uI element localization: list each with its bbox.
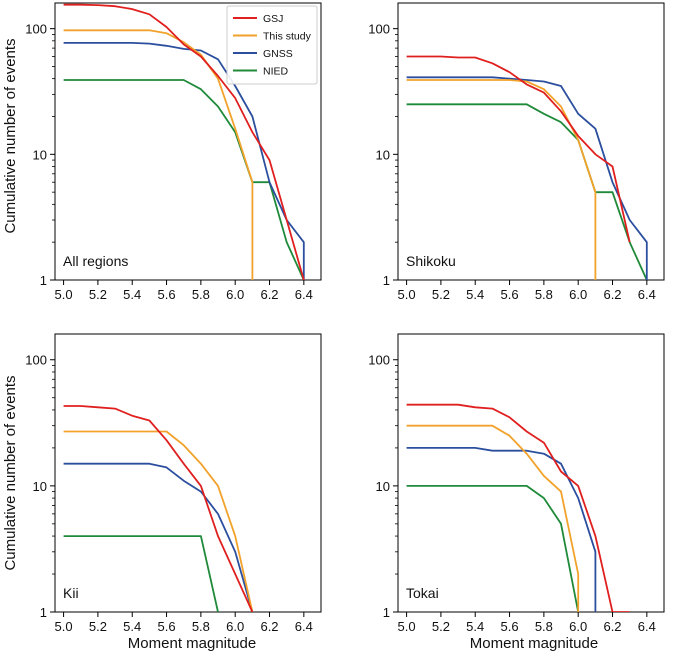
x-tick-label: 6.0 bbox=[226, 619, 244, 634]
x-tick-label: 5.8 bbox=[192, 619, 210, 634]
series-line-this-study bbox=[63, 430, 254, 612]
x-tick-label: 5.8 bbox=[535, 619, 553, 634]
y-tick-label: 100 bbox=[368, 22, 390, 37]
y-tick-label: 100 bbox=[368, 353, 390, 368]
panel-shikoku: 1 10 100 5.0 5.2 5.4 5.6 5.8 6.0 6.2 6.4 Shikoku bbox=[368, 2, 665, 302]
series-line-nied bbox=[63, 535, 219, 612]
x-tick-label: 6.4 bbox=[638, 287, 656, 302]
xlabel-right: Moment magnitude bbox=[470, 635, 598, 652]
series-line-gsj bbox=[406, 55, 631, 243]
x-tick-label: 5.4 bbox=[466, 287, 484, 302]
y-tick-label: 1 bbox=[383, 605, 390, 620]
legend-label-nied: NIED bbox=[263, 66, 289, 78]
series-line-nied bbox=[406, 103, 648, 280]
series-line-gnss bbox=[406, 446, 597, 612]
x-tick-label: 6.2 bbox=[603, 619, 621, 634]
ylabel-bottom: Cumulative number of events bbox=[2, 375, 19, 570]
legend-box bbox=[226, 5, 318, 85]
series-group bbox=[63, 405, 254, 612]
series-line-gsj bbox=[63, 405, 254, 612]
x-tick-label: 6.2 bbox=[260, 287, 278, 302]
plot-frame bbox=[397, 2, 665, 281]
plot-frame bbox=[397, 333, 665, 613]
series-line-nied bbox=[63, 79, 305, 280]
x-tick-label: 6.2 bbox=[603, 287, 621, 302]
x-tick-label: 5.0 bbox=[55, 287, 73, 302]
x-tick-label: 5.6 bbox=[501, 619, 519, 634]
plot-frame bbox=[54, 2, 322, 281]
x-tick-label: 5.2 bbox=[89, 287, 107, 302]
x-tick-label: 5.0 bbox=[398, 287, 416, 302]
x-tick-label: 5.4 bbox=[466, 619, 484, 634]
panel-tokai: 1 10 100 5.0 5.2 5.4 5.6 5.8 6.0 6.2 6.4 Tokai bbox=[368, 333, 665, 634]
x-tick-label: 5.6 bbox=[158, 619, 176, 634]
panel-kii: 1 10 100 5.0 5.2 5.4 5.6 5.8 6.0 6.2 6.4 Kii bbox=[25, 333, 322, 634]
series-line-gnss bbox=[406, 76, 648, 280]
x-tick-label: 5.6 bbox=[158, 287, 176, 302]
series-line-nied bbox=[406, 484, 580, 612]
legend-label-this-study: This study bbox=[263, 31, 312, 43]
x-tick-label: 5.2 bbox=[432, 619, 450, 634]
x-tick-label: 6.0 bbox=[226, 287, 244, 302]
x-tick-label: 6.4 bbox=[295, 619, 313, 634]
x-tick-label: 5.4 bbox=[123, 619, 141, 634]
x-tick-label: 5.8 bbox=[192, 287, 210, 302]
y-tick-label: 1 bbox=[383, 273, 390, 288]
ylabel-top: Cumulative number of events bbox=[2, 38, 19, 233]
series-line-this-study bbox=[63, 29, 254, 280]
series-line-gsj bbox=[406, 403, 630, 612]
series-line-gnss bbox=[63, 462, 254, 612]
xlabel-left: Moment magnitude bbox=[128, 635, 256, 652]
y-tick-label: 10 bbox=[376, 479, 390, 494]
x-tick-label: 6.4 bbox=[638, 619, 656, 634]
x-tick-label: 5.6 bbox=[501, 287, 519, 302]
y-tick-label: 10 bbox=[376, 147, 390, 162]
x-tick-label: 5.2 bbox=[89, 619, 107, 634]
x-tick-label: 6.0 bbox=[569, 287, 587, 302]
y-tick-label: 100 bbox=[25, 353, 47, 368]
series-line-this-study bbox=[406, 424, 580, 612]
x-tick-label: 5.0 bbox=[55, 619, 73, 634]
y-tick-label: 1 bbox=[40, 273, 47, 288]
panel-label: Kii bbox=[63, 585, 79, 601]
series-group bbox=[406, 403, 630, 612]
series-group bbox=[406, 55, 648, 280]
y-tick-label: 100 bbox=[25, 22, 47, 37]
legend: GSJ This study GNSS NIED bbox=[226, 5, 318, 85]
panel-label: All regions bbox=[63, 253, 128, 269]
x-tick-label: 5.2 bbox=[432, 287, 450, 302]
panel-label: Shikoku bbox=[406, 253, 456, 269]
series-line-gsj bbox=[63, 3, 305, 280]
panel-label: Tokai bbox=[406, 585, 439, 601]
panel-all-regions: 1 10 100 5.0 5.2 5.4 5.6 5.8 6.0 6.2 6.4 All region… bbox=[25, 2, 322, 302]
y-tick-label: 10 bbox=[33, 147, 47, 162]
y-tick-label: 10 bbox=[33, 479, 47, 494]
x-tick-label: 5.0 bbox=[398, 619, 416, 634]
series-line-this-study bbox=[406, 79, 597, 280]
legend-label-gnss: GNSS bbox=[263, 48, 293, 60]
x-tick-label: 6.2 bbox=[260, 619, 278, 634]
series-group bbox=[63, 3, 305, 280]
x-tick-label: 5.4 bbox=[123, 287, 141, 302]
x-tick-label: 6.0 bbox=[569, 619, 587, 634]
x-tick-label: 5.8 bbox=[535, 287, 553, 302]
y-tick-label: 1 bbox=[40, 605, 47, 620]
legend-label-gsj: GSJ bbox=[263, 13, 283, 25]
plot-frame bbox=[54, 333, 322, 613]
x-tick-label: 6.4 bbox=[295, 287, 313, 302]
